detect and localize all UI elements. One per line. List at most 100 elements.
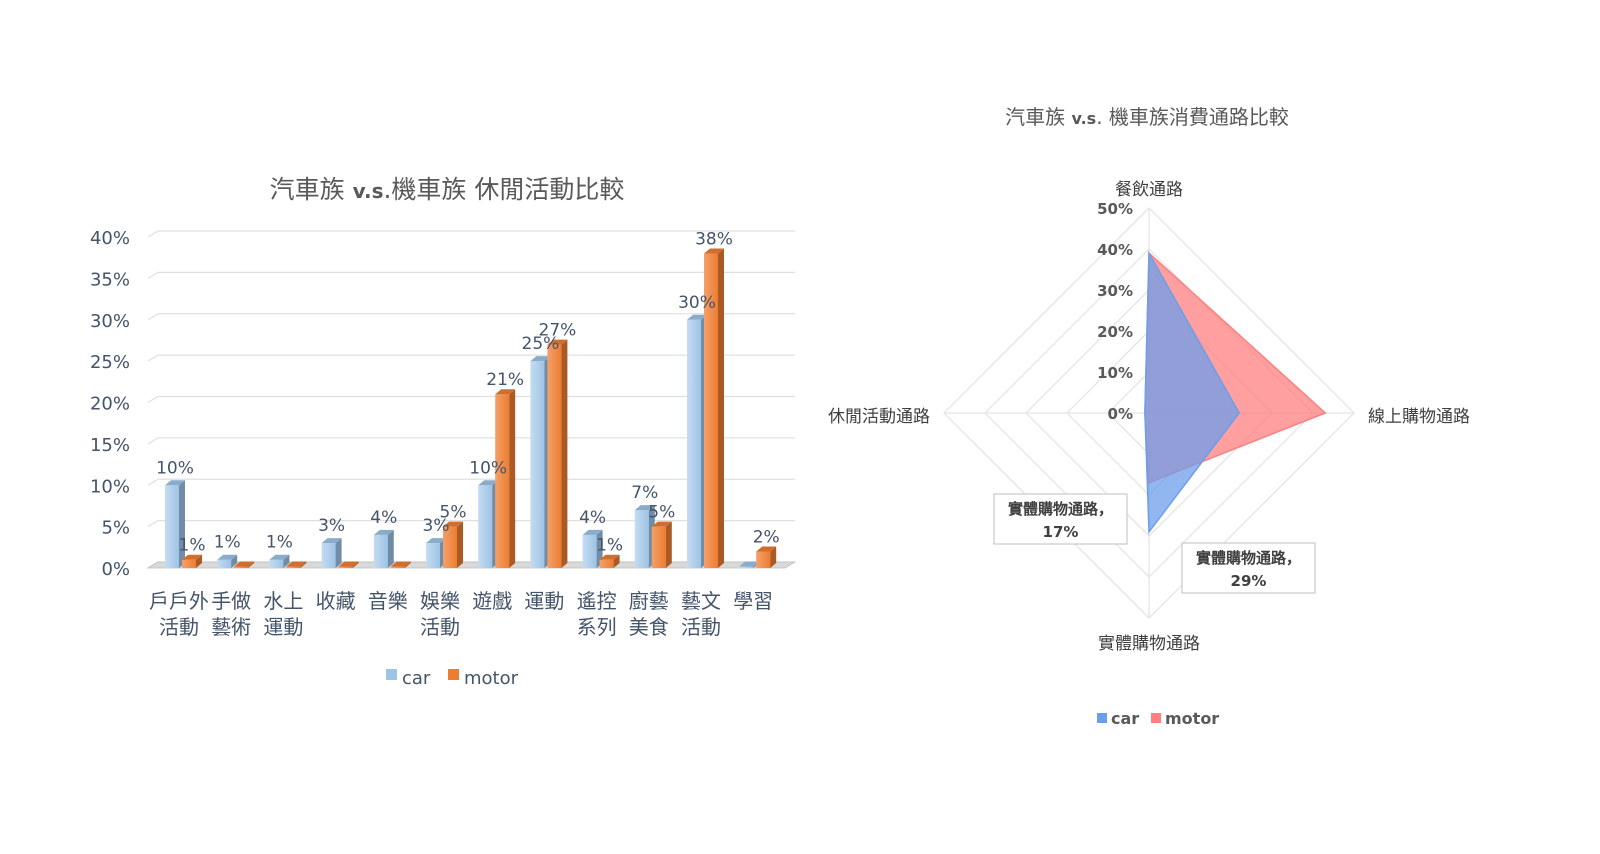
bar-motor xyxy=(599,554,620,568)
bar-front-face xyxy=(217,559,232,568)
bar-side-face xyxy=(457,521,463,568)
bar-top-face xyxy=(739,561,760,567)
bar-data-label: 27% xyxy=(539,321,577,341)
bar-data-label: 10% xyxy=(469,458,507,478)
bar-y-tick-label: 10% xyxy=(90,476,130,497)
bar-category-label: 音樂 xyxy=(368,589,408,613)
bar-side-face xyxy=(770,546,777,568)
bar-top-face xyxy=(217,554,238,560)
bar-data-label: 21% xyxy=(486,370,524,390)
bar-front-face xyxy=(495,394,510,568)
bar-side-face xyxy=(300,561,307,568)
bar-top-face xyxy=(269,554,290,560)
bar-marks xyxy=(165,248,777,569)
bar-y-tick-label: 5% xyxy=(101,518,130,539)
channel-radar-chart: 汽車族 v.s. 機車族消費通路比較 0% 10% 20% 30% 40% 50% 餐飲通… xyxy=(828,105,1470,728)
radar-r-tick-label: 30% xyxy=(1097,282,1133,300)
bar-car xyxy=(269,554,290,568)
bar-gridline xyxy=(147,354,795,362)
bar-data-label: 38% xyxy=(695,230,733,250)
bar-y-tick-label: 0% xyxy=(101,559,130,580)
bar-category-label: 戶戶外活動 xyxy=(149,589,209,639)
bar-front-face xyxy=(269,559,284,568)
bar-y-tick-label: 25% xyxy=(90,352,130,373)
bar-front-face xyxy=(390,566,405,568)
bar-side-face xyxy=(196,554,202,568)
radar-axis-label: 餐飲通路 xyxy=(1115,180,1183,200)
bar-legend-label: motor xyxy=(464,668,519,689)
bar-top-face xyxy=(582,529,603,535)
bar-y-tick-label: 30% xyxy=(90,311,130,332)
bar-motor xyxy=(390,561,411,568)
bar-side-face xyxy=(352,561,359,568)
bar-motor xyxy=(286,561,307,568)
bar-data-label: 3% xyxy=(423,516,450,536)
bar-car xyxy=(165,480,185,568)
radar-r-tick-label: 40% xyxy=(1097,241,1133,259)
bar-motor xyxy=(756,546,777,568)
bar-front-face xyxy=(373,534,388,568)
bar-top-face xyxy=(530,356,551,362)
radar-callout-text: 實體購物通路， xyxy=(1008,500,1113,518)
radar-callout-text: 實體購物通路， xyxy=(1196,549,1301,567)
bar-motor xyxy=(704,248,724,569)
bar-motor xyxy=(182,554,202,568)
bar-top-face xyxy=(286,561,307,567)
bar-category-label: 水上運動 xyxy=(263,589,303,639)
bar-front-face xyxy=(599,559,614,568)
bar-top-face xyxy=(687,314,707,320)
bar-side-face xyxy=(509,389,516,568)
radar-callouts: 實體購物通路， 17% 實體購物通路， 29% xyxy=(993,493,1316,594)
radar-series xyxy=(1144,250,1327,535)
bar-y-tick-label: 20% xyxy=(90,394,130,415)
bar-top-face xyxy=(182,554,202,560)
bar-floor-plane xyxy=(146,561,797,569)
radar-callout: 實體購物通路， 29% xyxy=(1181,542,1316,594)
radar-legend-swatch xyxy=(1097,713,1107,723)
bar-gridline xyxy=(147,230,795,238)
bar-front-face xyxy=(165,485,179,568)
radar-legend: car motor xyxy=(1097,709,1219,728)
bar-floor xyxy=(146,561,797,569)
bar-motor xyxy=(495,389,516,568)
bar-front-face xyxy=(234,566,249,568)
radar-axis-label: 實體購物通路 xyxy=(1098,634,1200,654)
bar-front-face xyxy=(530,361,545,568)
bar-top-face xyxy=(373,529,394,535)
bar-car xyxy=(321,538,342,568)
bar-front-face xyxy=(547,344,562,568)
bar-data-label: 10% xyxy=(156,458,194,478)
bar-data-label: 25% xyxy=(522,334,560,354)
bar-front-face xyxy=(182,559,196,568)
bar-legend: car motor xyxy=(386,668,519,689)
bar-title-part-2: v.s xyxy=(353,179,384,203)
bar-data-label: 2% xyxy=(753,527,780,547)
bar-category-label: 藝文活動 xyxy=(681,589,721,639)
bar-data-label: 5% xyxy=(648,503,675,523)
bar-top-face xyxy=(165,480,185,486)
radar-r-axis: 0% 10% 20% 30% 40% 50% xyxy=(1097,200,1133,423)
bar-side-face xyxy=(387,529,394,568)
bar-gridline xyxy=(147,395,795,404)
bar-title-part-3: .機車族 休閒活動比較 xyxy=(383,175,624,204)
radar-r-tick-label: 50% xyxy=(1097,200,1133,218)
bar-motor xyxy=(443,521,463,568)
bar-data-label: 1% xyxy=(214,533,241,553)
bar-front-face xyxy=(687,319,701,568)
bar-car xyxy=(373,529,394,568)
radar-r-tick-label: 20% xyxy=(1097,323,1133,341)
bar-side-face xyxy=(231,554,238,568)
radar-callout-text: 17% xyxy=(1043,523,1079,541)
bar-title-part-1: 汽車族 xyxy=(270,175,353,204)
bar-data-label: 5% xyxy=(440,503,467,523)
radar-chart-title: 汽車族 v.s. 機車族消費通路比較 xyxy=(1005,105,1289,129)
bar-top-face xyxy=(651,521,672,527)
bar-data-label: 7% xyxy=(631,483,658,503)
bar-data-label: 1% xyxy=(179,536,206,556)
bar-legend-label: car xyxy=(402,668,431,689)
bar-front-face xyxy=(286,566,301,568)
bar-motor xyxy=(651,521,672,568)
